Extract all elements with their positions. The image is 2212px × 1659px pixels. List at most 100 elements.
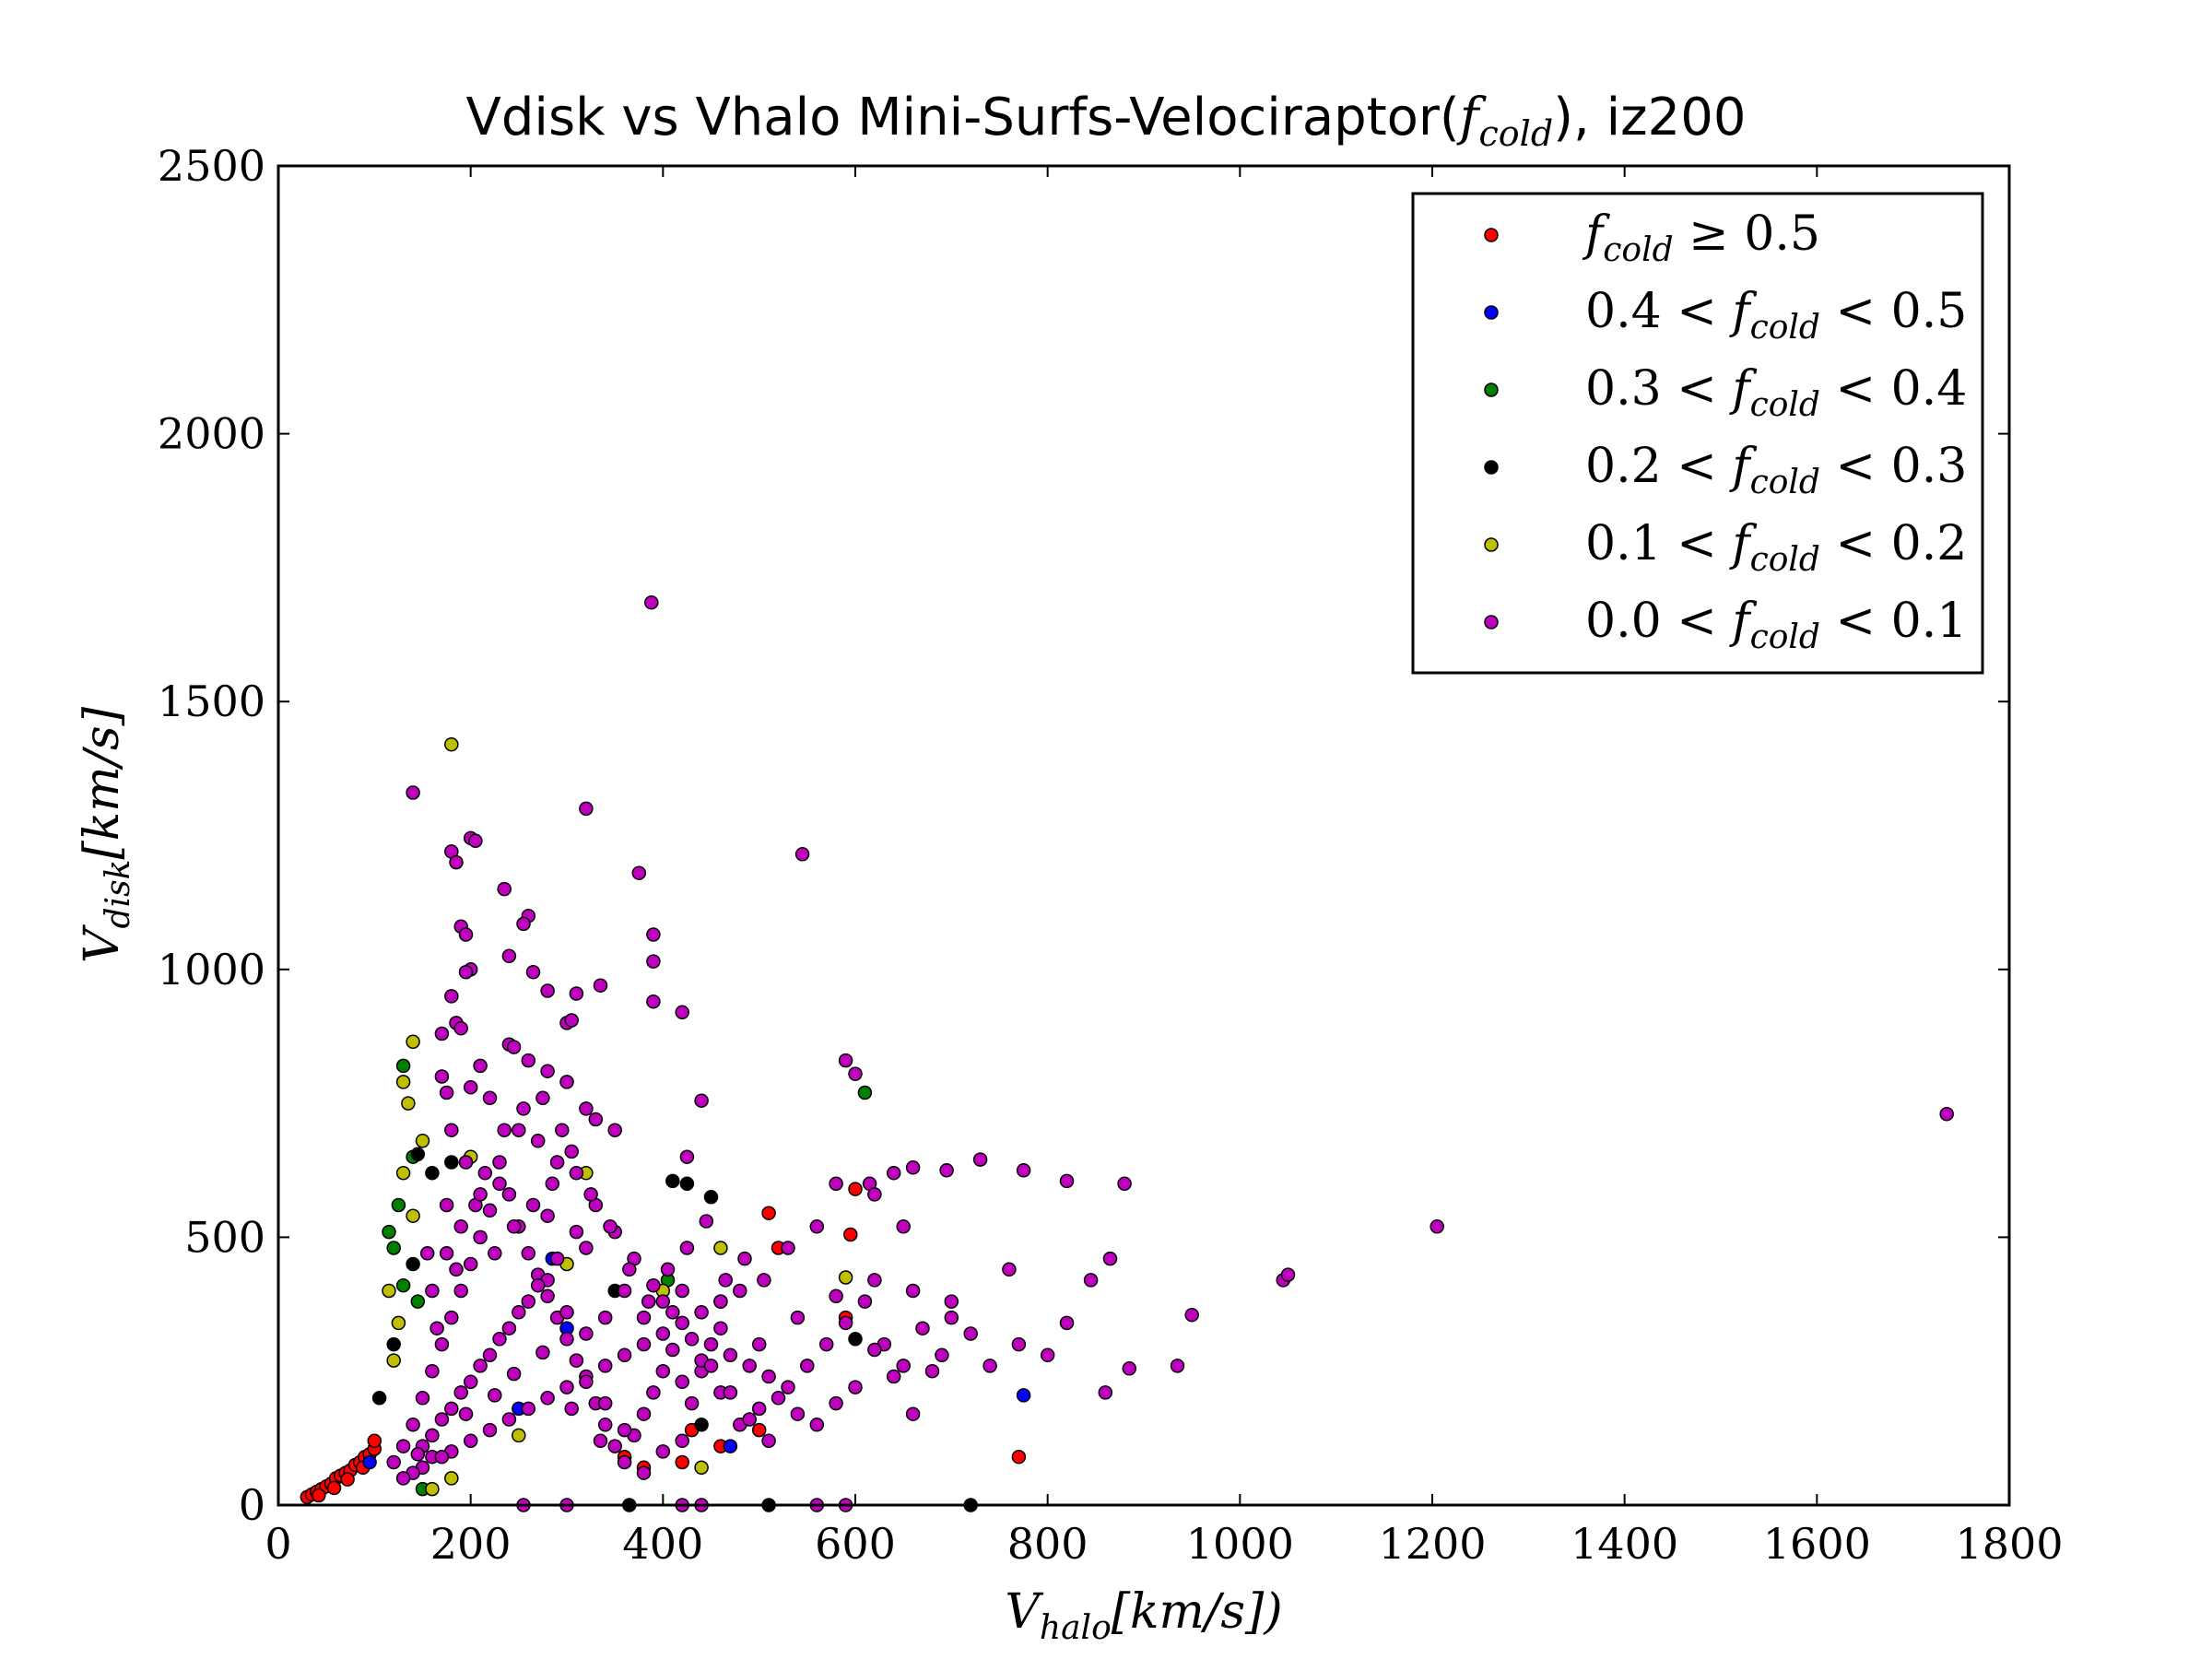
data-point-series-5 [458, 1155, 474, 1170]
data-point-series-5 [540, 1208, 555, 1223]
data-point-series-5 [886, 1369, 901, 1384]
data-point-series-5 [1280, 1267, 1296, 1282]
data-point-series-5 [924, 1363, 940, 1379]
data-point-series-5 [761, 1433, 776, 1449]
data-point-series-0 [848, 1182, 863, 1196]
legend-marker [1484, 460, 1499, 475]
data-point-series-4 [838, 1270, 853, 1285]
data-point-series-2 [391, 1197, 406, 1213]
data-point-series-5 [905, 1406, 921, 1421]
data-point-series-5 [935, 1347, 949, 1363]
data-point-series-5 [406, 1418, 420, 1432]
y-tick-label: 0 [239, 1480, 265, 1530]
data-point-series-5 [622, 1262, 637, 1277]
data-point-series-5 [434, 1449, 450, 1465]
data-point-series-5 [506, 1366, 522, 1382]
legend-marker [1484, 305, 1499, 320]
legend-marker [1484, 537, 1499, 552]
data-point-series-5 [497, 1123, 512, 1137]
data-point-series-5 [713, 1321, 728, 1335]
data-point-series-5 [497, 881, 512, 897]
data-point-series-5 [684, 1395, 700, 1411]
data-point-series-5 [449, 854, 464, 870]
data-point-series-5 [655, 1294, 671, 1309]
data-point-series-4 [391, 1315, 406, 1331]
plot-points [300, 594, 1954, 1512]
data-point-series-5 [1016, 1163, 1031, 1178]
data-point-series-0 [326, 1480, 342, 1496]
data-point-series-5 [723, 1347, 738, 1363]
data-point-series-5 [1122, 1361, 1137, 1376]
data-point-series-4 [425, 1481, 440, 1497]
data-point-series-5 [501, 948, 517, 964]
data-point-series-5 [488, 1246, 502, 1261]
data-point-series-5 [646, 1385, 661, 1400]
data-point-series-5 [434, 1069, 450, 1084]
data-point-series-5 [684, 1332, 700, 1347]
data-point-series-5 [886, 1165, 901, 1181]
data-point-series-5 [530, 1134, 546, 1148]
data-point-series-4 [713, 1241, 728, 1255]
data-point-series-5 [521, 1246, 536, 1261]
data-point-series-5 [597, 1418, 613, 1432]
data-point-series-5 [506, 1040, 522, 1054]
data-point-series-5 [655, 1444, 671, 1459]
data-point-series-5 [425, 1363, 440, 1379]
data-point-series-5 [434, 1026, 450, 1041]
data-point-series-5 [838, 1053, 853, 1068]
data-point-series-0 [675, 1454, 689, 1470]
y-tick-label: 1000 [158, 945, 265, 994]
y-tick-label: 2500 [158, 141, 265, 191]
data-point-series-5 [742, 1412, 757, 1427]
data-point-series-5 [419, 1246, 435, 1261]
data-point-series-5 [617, 1347, 632, 1363]
data-point-series-5 [463, 1374, 478, 1390]
data-point-series-5 [444, 1310, 459, 1325]
legend-label: 0.4 < fcold < 0.5 [1585, 284, 1967, 347]
legend-label: fcold ≥ 0.5 [1582, 206, 1820, 269]
data-point-series-0 [761, 1206, 776, 1220]
data-point-series-3 [665, 1173, 680, 1189]
data-point-series-5 [607, 1439, 622, 1453]
data-point-series-0 [843, 1227, 858, 1242]
data-point-series-5 [781, 1241, 795, 1255]
legend-marker [1484, 228, 1499, 242]
data-point-series-2 [395, 1277, 411, 1293]
data-point-series-5 [540, 1288, 555, 1304]
data-point-series-5 [607, 1123, 622, 1137]
data-point-series-5 [790, 1406, 806, 1421]
data-point-series-5 [482, 1090, 498, 1106]
data-point-series-5 [540, 1391, 555, 1406]
data-point-series-5 [569, 986, 584, 1001]
data-point-series-5 [771, 1391, 786, 1406]
data-point-series-5 [525, 1197, 541, 1213]
data-point-series-4 [406, 1208, 420, 1223]
data-point-series-3 [410, 1147, 426, 1162]
data-point-series-5 [410, 1447, 426, 1462]
data-point-series-5 [915, 1321, 930, 1335]
data-point-series-5 [675, 1315, 689, 1331]
data-point-series-5 [473, 1230, 488, 1245]
data-point-series-5 [564, 1144, 579, 1159]
data-point-series-5 [395, 1439, 411, 1453]
data-point-series-5 [579, 801, 594, 817]
data-point-series-5 [636, 1406, 652, 1421]
data-point-series-5 [848, 1066, 863, 1081]
data-point-series-5 [415, 1391, 430, 1406]
data-point-series-5 [636, 1310, 652, 1325]
data-point-series-5 [905, 1283, 921, 1299]
data-point-series-5 [588, 1112, 604, 1127]
data-point-series-5 [655, 1363, 671, 1379]
data-point-series-5 [944, 1294, 959, 1309]
data-point-series-5 [564, 1013, 579, 1028]
data-point-series-5 [800, 1359, 815, 1373]
data-point-series-5 [896, 1359, 911, 1373]
data-point-series-5 [896, 1219, 911, 1234]
data-point-series-5 [660, 1262, 676, 1277]
data-point-series-5 [617, 1422, 632, 1438]
data-point-series-5 [535, 1345, 550, 1360]
data-point-series-5 [425, 1428, 440, 1443]
data-point-series-5 [723, 1385, 738, 1400]
x-tick-label: 200 [430, 1519, 512, 1569]
tick-labels: 0 200 400 600 800 1000 1200 1400 1600 1800 0 500 100… [158, 141, 2064, 1569]
